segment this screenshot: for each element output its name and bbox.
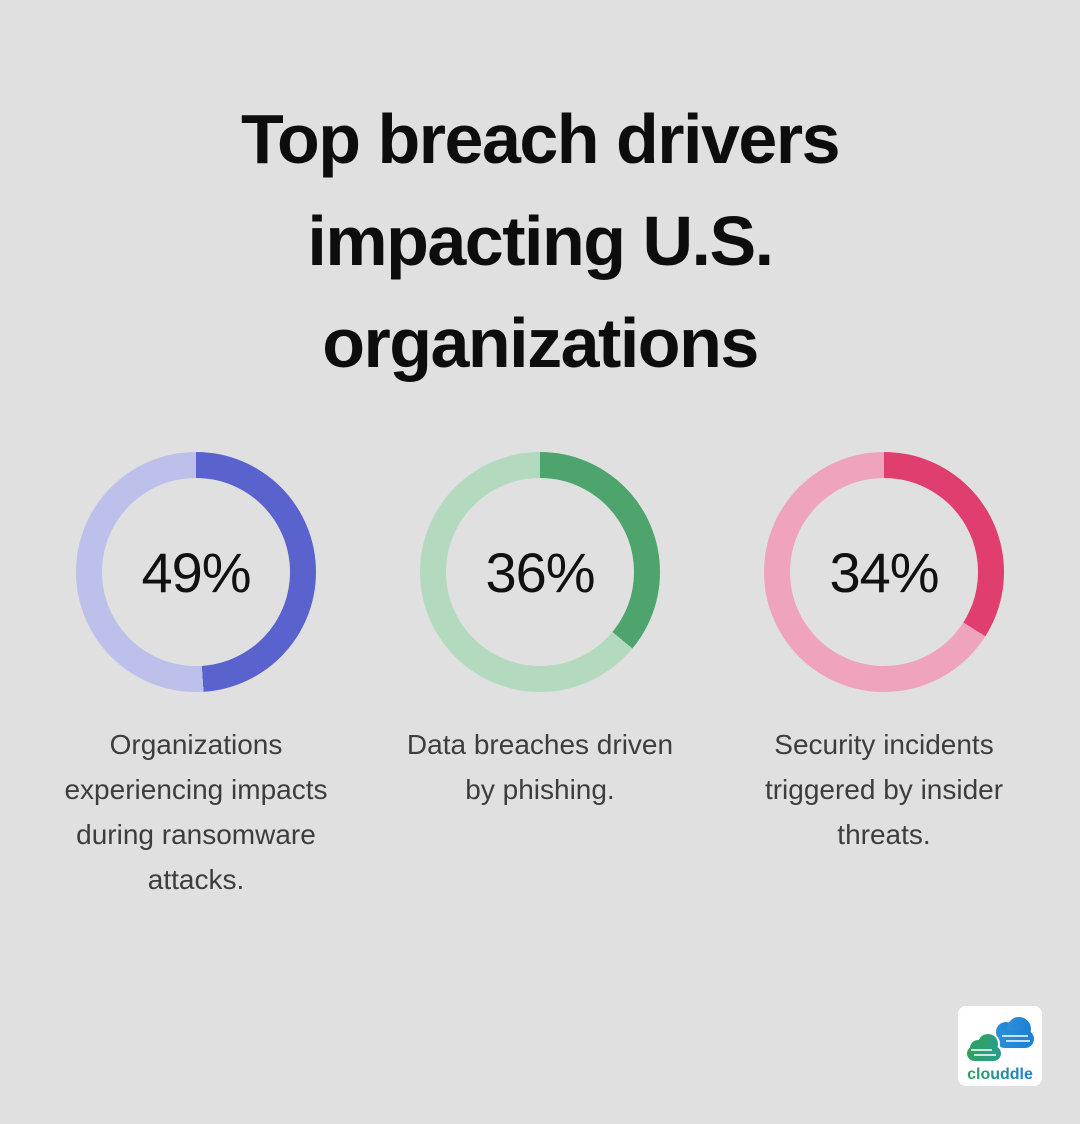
donut-caption-phishing: Data breaches driven by phishing. — [406, 729, 674, 805]
donut-chart-phishing: 36% Data breaches driven by phishing. — [368, 452, 712, 902]
donut-caption-ransomware: Organizations experiencing impacts durin… — [64, 729, 328, 895]
green-cloud-icon — [965, 1032, 1003, 1063]
donut-hole — [790, 478, 978, 666]
donut-hole — [446, 478, 634, 666]
page-title: Top breach drivers impacting U.S. organi… — [240, 100, 841, 382]
donut-ring-phishing: 36% — [420, 452, 660, 692]
donut-hole — [102, 478, 290, 666]
cloud-logo-icon: clouddle — [965, 1017, 1034, 1083]
blue-cloud-icon — [996, 1017, 1034, 1048]
charts-row: 49% Organizations experiencing impacts d… — [0, 452, 1080, 902]
donut-caption-insider: Security incidents triggered by insider … — [764, 729, 1004, 850]
donut-chart-insider: 34% Security incidents triggered by insi… — [712, 452, 1056, 902]
donut-ring-insider: 34% — [764, 452, 1004, 692]
donut-chart-ransomware: 49% Organizations experiencing impacts d… — [24, 452, 368, 902]
donut-value-ransomware: 49% — [141, 540, 251, 604]
clouddle-logo: clouddle — [958, 1006, 1042, 1086]
donut-value-insider: 34% — [829, 540, 939, 604]
donut-value-phishing: 36% — [485, 540, 595, 604]
brand-wordmark: clouddle — [967, 1066, 1033, 1083]
donut-ring-ransomware: 49% — [76, 452, 316, 692]
